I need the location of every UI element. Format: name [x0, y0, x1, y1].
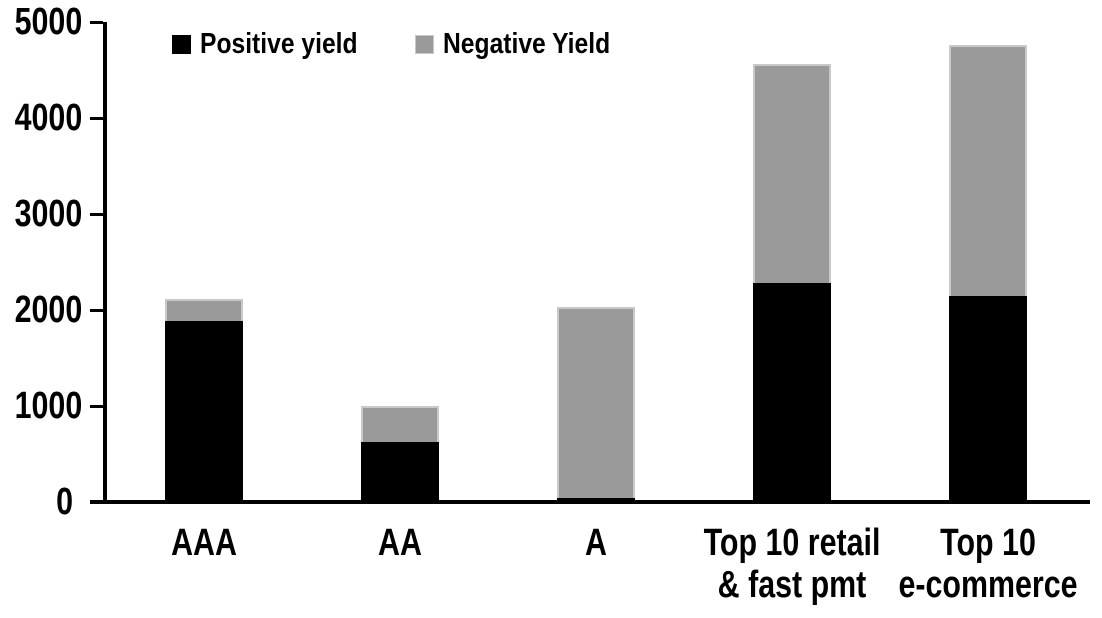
y-axis-tick-3000 [90, 212, 103, 216]
legend-swatch-positive-yield [172, 34, 191, 54]
bar-segment-top-10-retail-fast-pmt-negative-yield [752, 64, 831, 284]
x-axis-label-line: Top 10 retail [703, 522, 880, 564]
bar-segment-top-10-e-commerce-negative-yield [948, 45, 1027, 296]
x-axis-label-line: & fast pmt [717, 564, 866, 606]
bar-segment-a-negative-yield [556, 307, 635, 499]
bar-segment-top-10-e-commerce-positive-yield [948, 295, 1027, 502]
y-axis-tick-label-5000: 5000 [14, 1, 83, 43]
x-axis-label-top-10-e-commerce: Top 10 e-commerce [868, 522, 1102, 606]
y-axis-tick-4000 [90, 116, 103, 120]
x-axis-label-line: e-commerce [897, 564, 1078, 606]
x-axis-label-line: A [584, 522, 607, 564]
bar-segment-aaa-positive-yield [164, 320, 243, 502]
x-axis-label-line: AA [377, 522, 422, 564]
x-axis-label-a: A [476, 522, 716, 564]
y-axis-line [103, 22, 107, 504]
bar-segment-top-10-retail-fast-pmt-positive-yield [752, 283, 831, 502]
y-axis-tick-label-2000: 2000 [14, 289, 83, 331]
y-axis-tick-label-3000: 3000 [14, 193, 83, 235]
y-axis-tick-label-4000: 4000 [14, 97, 83, 139]
bar-segment-aaa-negative-yield [164, 299, 243, 321]
legend-label-positive-yield: Positive yield [200, 28, 358, 60]
bar-segment-aa-positive-yield [360, 442, 439, 502]
y-axis-tick-5000 [90, 20, 103, 24]
x-axis-label-top-10-retail-fast-pmt: Top 10 retail & fast pmt [672, 522, 912, 606]
y-axis-tick-0 [90, 500, 103, 504]
y-axis-tick-2000 [90, 308, 103, 312]
legend-swatch-negative-yield [415, 34, 434, 54]
x-axis-label-line: Top 10 [939, 522, 1036, 564]
x-axis-label-line: AAA [170, 522, 237, 564]
y-axis-tick-1000 [90, 404, 103, 408]
bar-segment-a-positive-yield [556, 498, 635, 502]
x-axis-label-aaa: AAA [84, 522, 324, 564]
x-axis-label-aa: AA [280, 522, 520, 564]
bar-segment-aa-negative-yield [360, 406, 439, 443]
legend-item-positive-yield: Positive yield [172, 28, 385, 60]
legend-item-negative-yield: Negative Yield [415, 28, 640, 60]
y-axis-tick-label-0: 0 [56, 481, 73, 523]
y-axis-tick-label-1000: 1000 [14, 385, 83, 427]
legend-label-negative-yield: Negative Yield [443, 28, 611, 60]
x-axis-line [90, 500, 1090, 504]
